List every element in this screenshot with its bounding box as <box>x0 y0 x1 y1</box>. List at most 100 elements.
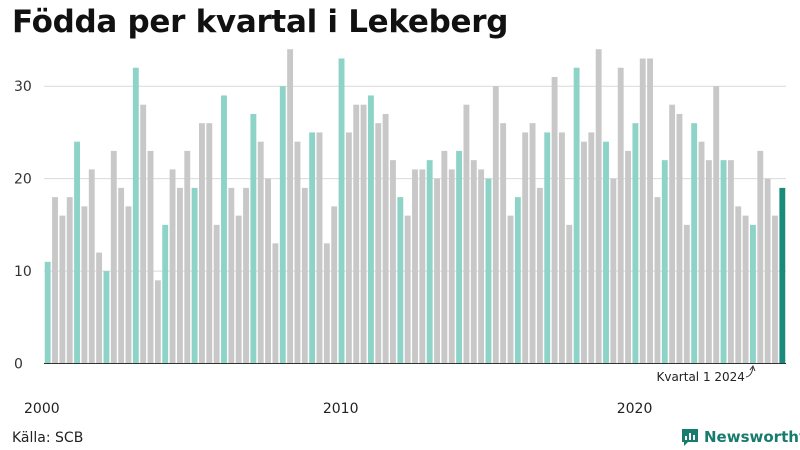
bar <box>529 123 536 364</box>
bar <box>147 150 154 364</box>
bar <box>367 95 374 364</box>
bar <box>316 132 323 364</box>
bar <box>470 160 477 364</box>
bar <box>779 187 786 364</box>
annotation-label: Kvartal 1 2024 <box>656 370 744 384</box>
bar <box>544 132 551 364</box>
bar <box>434 178 440 364</box>
bar <box>750 224 756 364</box>
bar <box>588 132 595 364</box>
bar <box>294 141 301 364</box>
bar <box>272 243 279 364</box>
bar <box>243 187 249 364</box>
bar <box>184 150 191 364</box>
bar <box>81 206 88 364</box>
bar <box>764 178 771 364</box>
bar <box>331 206 338 364</box>
y-tick-label: 0 <box>14 357 23 373</box>
y-tick-label: 10 <box>14 264 32 280</box>
bar <box>96 252 103 364</box>
bar <box>66 197 73 364</box>
bar <box>551 76 558 364</box>
bar <box>206 123 213 364</box>
bar <box>412 169 418 364</box>
bar <box>132 67 139 364</box>
bar <box>176 187 183 364</box>
bar <box>426 160 433 364</box>
bar <box>250 113 257 364</box>
axes: 0 10 20 30 2000 2010 2020 <box>14 79 786 417</box>
bar <box>720 160 727 364</box>
bar <box>169 169 176 364</box>
bar <box>603 141 609 364</box>
bar <box>742 215 749 364</box>
bar <box>654 197 661 364</box>
brand-logo: Newsworthy <box>680 427 800 447</box>
bar <box>228 187 235 364</box>
annotation-arrowhead <box>749 364 756 372</box>
bar <box>705 160 712 364</box>
bar <box>59 215 66 364</box>
bar <box>404 215 411 364</box>
bar <box>323 243 330 364</box>
bar <box>382 113 389 364</box>
bar <box>110 150 117 364</box>
bar <box>74 141 80 364</box>
bar <box>647 58 654 364</box>
bar <box>140 104 147 364</box>
bar <box>595 49 602 364</box>
bars <box>44 49 786 364</box>
bar <box>617 67 624 364</box>
bar <box>213 224 220 364</box>
chart-speech-bubble-icon <box>682 429 698 446</box>
bar <box>757 150 764 364</box>
bar <box>52 197 58 364</box>
bar <box>485 178 492 364</box>
bar <box>448 169 455 364</box>
bar <box>522 132 529 364</box>
bar <box>257 141 264 364</box>
bar <box>456 150 463 364</box>
x-tick-label: 2020 <box>617 401 653 417</box>
bar <box>713 86 720 364</box>
bar <box>536 187 543 364</box>
bar <box>610 178 617 364</box>
brand-name: Newsworthy <box>704 428 800 446</box>
bar <box>463 104 470 364</box>
bar <box>360 104 367 364</box>
y-tick-label: 30 <box>14 79 32 95</box>
bar <box>375 123 382 364</box>
bar <box>691 123 698 364</box>
bar <box>500 123 507 364</box>
bar <box>397 197 404 364</box>
bar <box>625 150 631 364</box>
bar <box>309 132 316 364</box>
bar <box>507 215 514 364</box>
bar <box>353 104 360 364</box>
bar <box>683 224 690 364</box>
bar <box>199 123 205 364</box>
bar <box>88 169 95 364</box>
bar <box>639 58 646 364</box>
bar <box>154 280 161 364</box>
bar <box>632 123 639 364</box>
bar <box>514 197 521 364</box>
source-label: Källa: SCB <box>12 430 84 446</box>
bar <box>676 113 683 364</box>
bar <box>235 215 242 364</box>
x-tick-label: 2010 <box>323 401 359 417</box>
bar <box>390 160 396 364</box>
bar <box>279 86 286 364</box>
bar <box>118 187 125 364</box>
bar <box>44 261 51 364</box>
bar <box>103 271 110 364</box>
bar <box>698 141 705 364</box>
y-tick-label: 20 <box>14 172 32 188</box>
bar <box>221 95 227 364</box>
bar <box>669 104 676 364</box>
bar <box>162 224 169 364</box>
bar <box>125 206 132 364</box>
bar <box>345 132 352 364</box>
bar <box>191 187 198 364</box>
x-tick-label: 2000 <box>24 401 60 417</box>
